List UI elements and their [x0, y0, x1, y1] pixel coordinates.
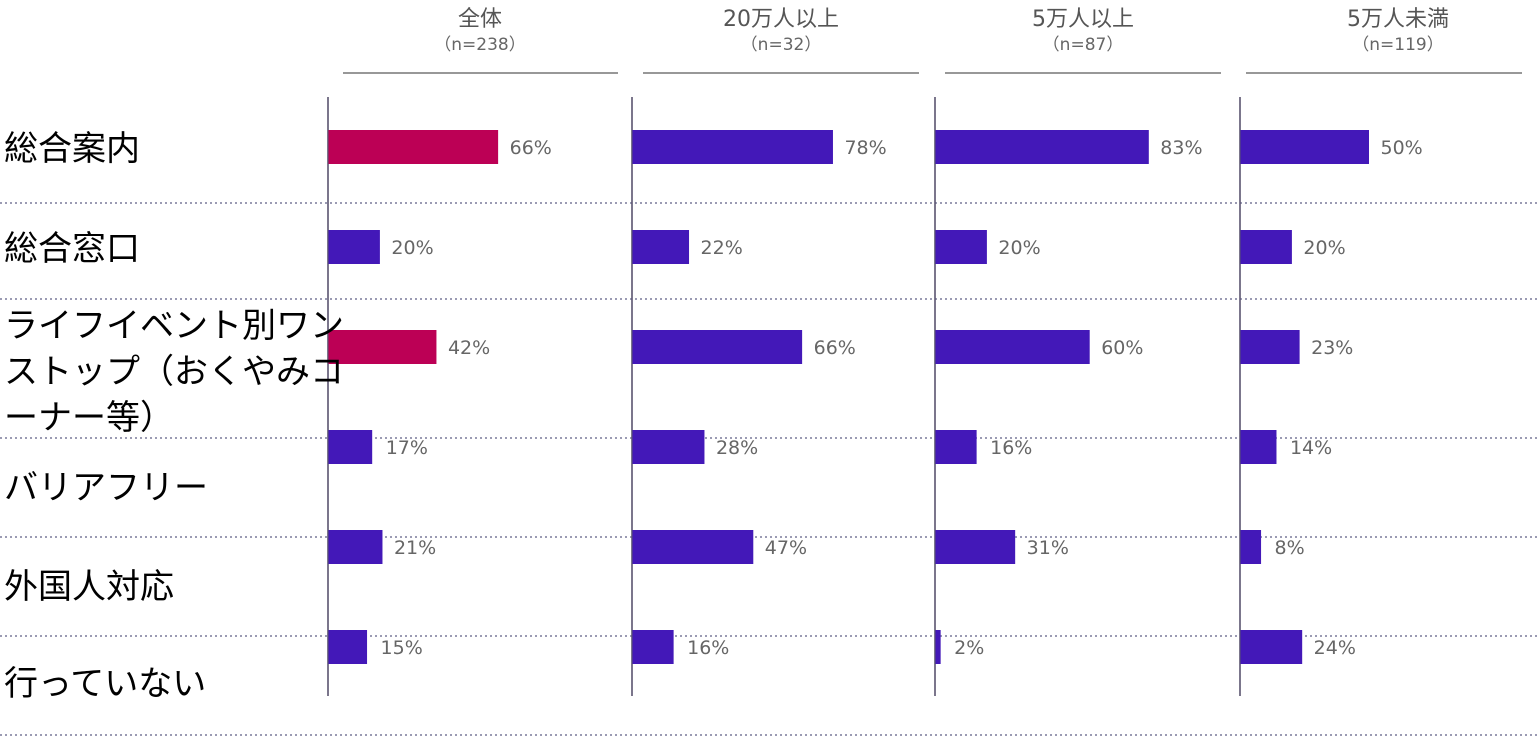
panel-sample-size: （n=119）	[1352, 35, 1444, 55]
panel-header: 5万人未満 （n=119）	[1268, 6, 1528, 56]
bar	[328, 330, 437, 364]
panel-title: 全体	[457, 7, 502, 32]
bar	[632, 430, 705, 464]
category-label: 総合案内	[4, 126, 140, 172]
data-label: 24%	[1314, 637, 1356, 659]
data-label: 83%	[1160, 137, 1202, 159]
category-label-line: 総合窓口	[4, 229, 140, 269]
data-label: 20%	[1303, 237, 1345, 259]
data-label: 60%	[1101, 337, 1143, 359]
data-label: 28%	[716, 437, 758, 459]
panel-sample-size: （n=238）	[434, 35, 526, 55]
panel-title: 5万人未満	[1347, 7, 1449, 32]
bar	[632, 330, 803, 364]
bar	[935, 430, 977, 464]
data-label: 66%	[814, 337, 856, 359]
bar	[1240, 130, 1369, 164]
category-label: バリアフリー	[4, 465, 208, 511]
data-label: 15%	[381, 637, 423, 659]
bar	[328, 430, 373, 464]
bar	[935, 530, 1016, 564]
data-label: 47%	[765, 537, 807, 559]
data-label: 50%	[1381, 137, 1423, 159]
bar	[1240, 530, 1262, 564]
category-label: ライフイベント別ワン ストップ（おくやみコ ーナー等）	[4, 303, 344, 441]
panel-header: 20万人以上 （n=32）	[651, 6, 911, 56]
panel-sample-size: （n=32）	[740, 35, 822, 55]
data-label: 21%	[394, 537, 436, 559]
bar	[632, 130, 833, 164]
data-label: 2%	[954, 637, 984, 659]
panel-title: 5万人以上	[1032, 7, 1134, 32]
category-label-line: 行っていない	[4, 664, 207, 704]
bar	[632, 530, 754, 564]
bar	[328, 130, 499, 164]
panel-header: 全体 （n=238）	[350, 6, 610, 56]
data-label: 31%	[1027, 537, 1069, 559]
data-label: 23%	[1311, 337, 1353, 359]
data-label: 17%	[386, 437, 428, 459]
bar	[328, 630, 368, 664]
data-label: 16%	[687, 637, 729, 659]
bar	[935, 630, 941, 664]
bar	[328, 230, 380, 264]
category-label-line: 総合案内	[4, 129, 140, 169]
data-label: 22%	[701, 237, 743, 259]
category-label-line: ストップ（おくやみコ	[4, 352, 344, 392]
bar	[1240, 230, 1292, 264]
bar	[1240, 630, 1303, 664]
data-label: 16%	[990, 437, 1032, 459]
panel-title: 20万人以上	[723, 7, 839, 32]
bar	[935, 330, 1090, 364]
panel-sample-size: （n=87）	[1042, 35, 1124, 55]
bar	[1240, 430, 1277, 464]
bar	[632, 630, 674, 664]
bar	[935, 130, 1149, 164]
category-label: 行っていない	[4, 661, 206, 707]
category-label-line: バリアフリー	[4, 468, 208, 508]
data-label: 20%	[391, 237, 433, 259]
panel-header: 5万人以上 （n=87）	[953, 6, 1213, 56]
data-label: 20%	[998, 237, 1040, 259]
category-label: 総合窓口	[4, 226, 140, 272]
category-label-line: ライフイベント別ワン	[4, 306, 344, 346]
data-label: 78%	[844, 137, 886, 159]
data-label: 14%	[1290, 437, 1332, 459]
category-label-line: ーナー等）	[4, 398, 174, 438]
data-label: 8%	[1275, 537, 1305, 559]
bar	[328, 530, 383, 564]
bar	[935, 230, 987, 264]
bar	[632, 230, 690, 264]
category-label: 外国人対応	[4, 564, 174, 610]
data-label: 66%	[510, 137, 552, 159]
category-label-line: 外国人対応	[4, 567, 174, 607]
bar	[1240, 330, 1300, 364]
data-label: 42%	[448, 337, 490, 359]
